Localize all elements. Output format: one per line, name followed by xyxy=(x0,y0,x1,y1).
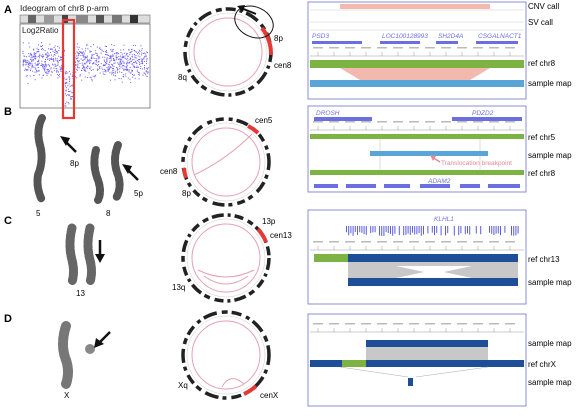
ref-chr8-label: ref chr8 xyxy=(528,59,556,68)
circos-d-label-xq: Xq xyxy=(178,381,188,390)
karyo-b-label-5p: 5p xyxy=(134,189,143,198)
sv-call-label: SV call xyxy=(528,18,553,27)
gene-pdzd2: PDZD2 xyxy=(472,110,494,117)
gene-drosh: DROSH xyxy=(316,110,340,117)
circos-b: cen5 cen8 8p xyxy=(160,116,273,207)
panel-letter-a: A xyxy=(4,4,12,16)
karyo-b-label-5: 5 xyxy=(36,209,41,218)
circos-b-label-cen8: cen8 xyxy=(160,167,178,176)
gene-klhl1: KLHL1 xyxy=(434,216,454,223)
log2ratio-label: Log2Ratio xyxy=(22,26,59,35)
ref-chr5-label: ref chr5 xyxy=(528,133,556,142)
sample-map-label-d1: sample map xyxy=(528,339,572,348)
sample-map-label-a: sample map xyxy=(528,79,572,88)
ref-chr8-label-b: ref chr8 xyxy=(528,169,556,178)
gene-csgalnact1: CSGALNACT1 xyxy=(478,33,522,40)
row-b: B 8p 5p 5 8 cen5 cen8 8p DROSH xyxy=(4,105,572,218)
circos-d-label-cenx: cenX xyxy=(260,391,279,400)
sample-map-label-d2: sample map xyxy=(528,378,572,387)
cnv-call-label: CNV call xyxy=(528,2,559,11)
gene-sh2d4a: SH2D4A xyxy=(438,33,463,40)
circos-c-label-13q: 13q xyxy=(172,283,185,292)
panel-letter-b: B xyxy=(4,106,12,118)
cnv-scatter-points xyxy=(22,42,149,107)
circos-a-label-8q: 8q xyxy=(178,73,187,82)
track-view-c: KLHL1 xyxy=(307,209,527,305)
karyo-c-label-13: 13 xyxy=(76,289,85,298)
ref-chr13-label: ref chr13 xyxy=(528,255,560,264)
panel-letter-c: C xyxy=(4,215,12,227)
sample-map-label-b: sample map xyxy=(528,151,572,160)
gene-psd3: PSD3 xyxy=(312,33,329,40)
track-view-d xyxy=(307,313,527,407)
track-view-a: PSD3 LOC100128993 SH2D4A CSGALNACT1 xyxy=(307,1,527,100)
deletion-highlight-box xyxy=(61,18,76,120)
chromosome-13-karyotype xyxy=(65,223,96,287)
karyo-d-label-x: X xyxy=(64,391,70,400)
ideogram-title: Ideogram of chr8 p-arm xyxy=(20,3,109,13)
circos-c-label-cen13: cen13 xyxy=(270,231,292,240)
ref-chrx-label: ref chrX xyxy=(528,360,557,369)
circos-a-label-8p: 8p xyxy=(274,34,283,43)
gene-loc100128993: LOC100128993 xyxy=(382,33,428,40)
gene-adam2: ADAM2 xyxy=(427,178,451,185)
row-c: C 13 13p cen13 13q KLHL1 xyxy=(4,209,572,305)
chr8-ideogram xyxy=(19,14,151,24)
circos-a-label-cen8: cen8 xyxy=(274,61,292,70)
circos-d: Xq cenX xyxy=(178,310,279,400)
sample-map-label-c: sample map xyxy=(528,278,572,287)
row-d: D X Xq cenX sample xyxy=(4,310,572,407)
translocation-breakpoint-label: Translocation breakpoint xyxy=(441,160,512,167)
panel-letter-d: D xyxy=(4,313,12,325)
track-view-b: DROSH PDZD2 Translocation breakpoint ADA… xyxy=(307,105,527,193)
karyo-b-label-8: 8 xyxy=(106,209,111,218)
circos-c-label-13p: 13p xyxy=(262,217,276,226)
karyo-b-label-8p: 8p xyxy=(70,159,79,168)
circos-a: 8p cen8 8q xyxy=(178,5,292,97)
chromosome-8-karyotype xyxy=(90,141,124,204)
circos-c: 13p cen13 13q xyxy=(172,213,292,303)
chromosome-5-karyotype xyxy=(33,114,46,204)
circos-b-label-cen5: cen5 xyxy=(255,116,273,125)
chromosome-x-karyotype xyxy=(58,321,95,389)
circos-b-label-8p: 8p xyxy=(182,189,191,198)
cnv-plot-frame xyxy=(19,23,151,109)
row-a: A Ideogram of chr8 p-arm Log2Ratio 8p xyxy=(4,1,572,120)
